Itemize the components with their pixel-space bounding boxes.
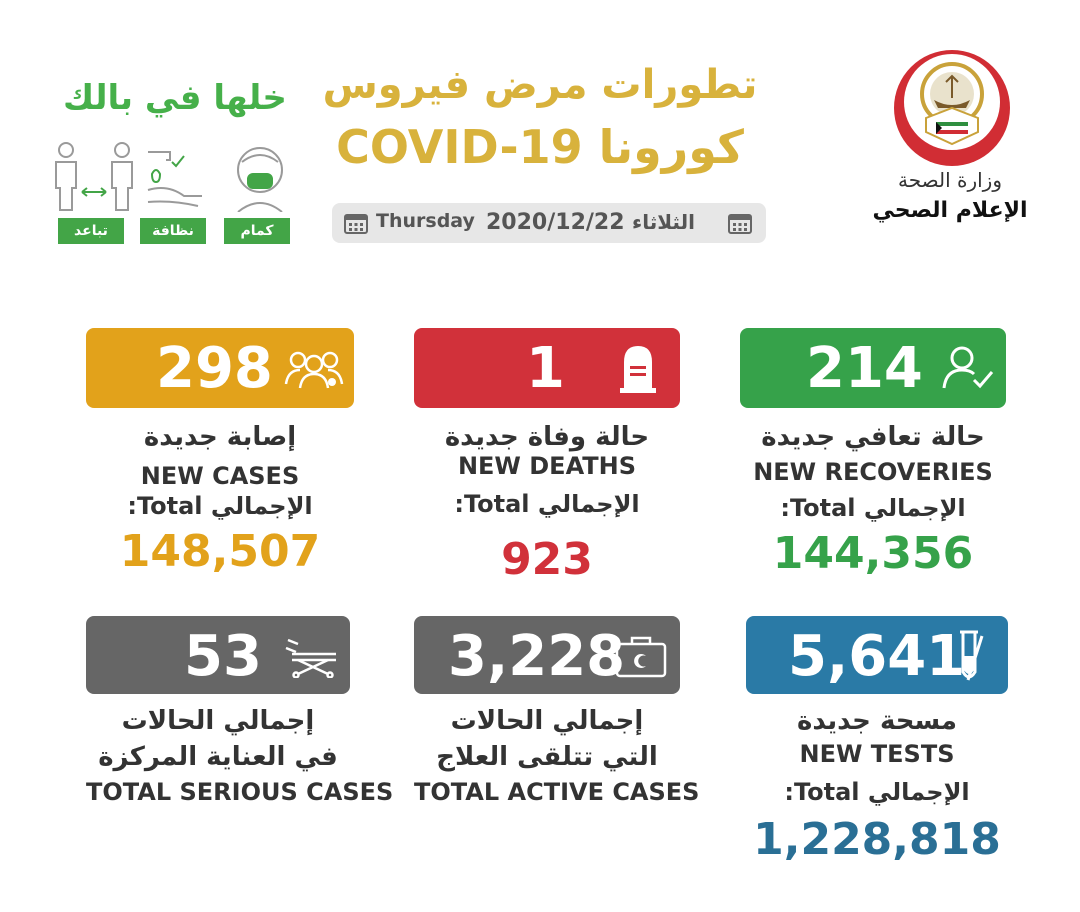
hospital-bed-icon (285, 638, 336, 678)
tests-label-en: NEW TESTS (799, 740, 955, 768)
distancing-icon (55, 142, 133, 211)
calendar-icon (344, 214, 368, 234)
recoveries-total: 144,356 (772, 528, 974, 579)
cases-total: 148,507 (119, 526, 321, 577)
serious-value: 53 (184, 624, 262, 689)
cases-label-en: NEW CASES (140, 462, 300, 490)
deaths-label-ar: حالة وفاة جديدة (444, 422, 650, 452)
deaths-total: 923 (501, 534, 593, 585)
medical-bag-icon (615, 636, 667, 678)
tests-total-label: الإجمالي Total: (784, 778, 970, 806)
cases-badge: 298 (86, 328, 354, 408)
tests-value: 5,641 (788, 624, 966, 689)
serious-label-ar1: إجمالي الحالات (121, 706, 315, 736)
active-badge: 3,228 (414, 616, 680, 694)
date-bar: Thursday 2020/12/22 الثلاثاء (332, 203, 766, 243)
tests-label-ar: مسحة جديدة (797, 706, 957, 736)
tag-mask: كمام (224, 218, 290, 244)
serious-badge: 53 (86, 616, 350, 694)
deaths-value: 1 (526, 336, 565, 401)
calendar-icon (728, 214, 752, 234)
active-label-ar2: التي تتلقى العلاج (436, 742, 658, 772)
ministry-name: وزارة الصحة (898, 168, 1002, 192)
advice-tags: تباعد نظافة كمام (58, 218, 290, 244)
active-label-en: TOTAL ACTIVE CASES (414, 778, 700, 806)
recoveries-label-en: NEW RECOVERIES (753, 458, 993, 486)
tests-badge: 5,641 (746, 616, 1008, 694)
tag-distance: تباعد (58, 218, 124, 244)
recoveries-total-label: الإجمالي Total: (780, 494, 966, 522)
recoveries-badge: 214 (740, 328, 1006, 408)
active-value: 3,228 (448, 624, 626, 689)
slogan: خلها في بالك (63, 78, 287, 118)
handwash-icon (147, 151, 202, 207)
ministry-logo (894, 50, 1010, 166)
date-day-en: Thursday (376, 210, 475, 232)
active-label-ar1: إجمالي الحالات (450, 706, 644, 736)
deaths-total-label: الإجمالي Total: (454, 490, 640, 518)
cases-label-ar: إصابة جديدة (143, 422, 297, 452)
title-line2: كورونا COVID-19 (336, 120, 744, 174)
cases-value: 298 (156, 336, 273, 401)
serious-label-en: TOTAL SERIOUS CASES (86, 778, 394, 806)
deaths-badge: 1 (414, 328, 680, 408)
mask-face-icon (237, 147, 283, 212)
advice-icons (55, 142, 283, 212)
tests-total: 1,228,818 (753, 814, 1001, 865)
tombstone-icon (620, 346, 656, 393)
recoveries-label-ar: حالة تعافي جديدة (761, 422, 985, 452)
recoveries-value: 214 (806, 336, 923, 401)
serious-label-ar2: في العناية المركزة (98, 742, 338, 772)
person-check-icon (942, 346, 994, 389)
date-value: 2020/12/22 (486, 210, 625, 235)
media-dept: الإعلام الصحي (872, 198, 1028, 223)
people-virus-icon (284, 351, 344, 389)
title-line1: تطورات مرض فيروس (322, 62, 758, 108)
date-day-ar: الثلاثاء (632, 210, 695, 234)
tag-cleanliness: نظافة (140, 218, 206, 244)
deaths-label-en: NEW DEATHS (457, 452, 637, 480)
cases-total-label: الإجمالي Total: (127, 492, 313, 520)
test-tube-icon (960, 630, 984, 681)
